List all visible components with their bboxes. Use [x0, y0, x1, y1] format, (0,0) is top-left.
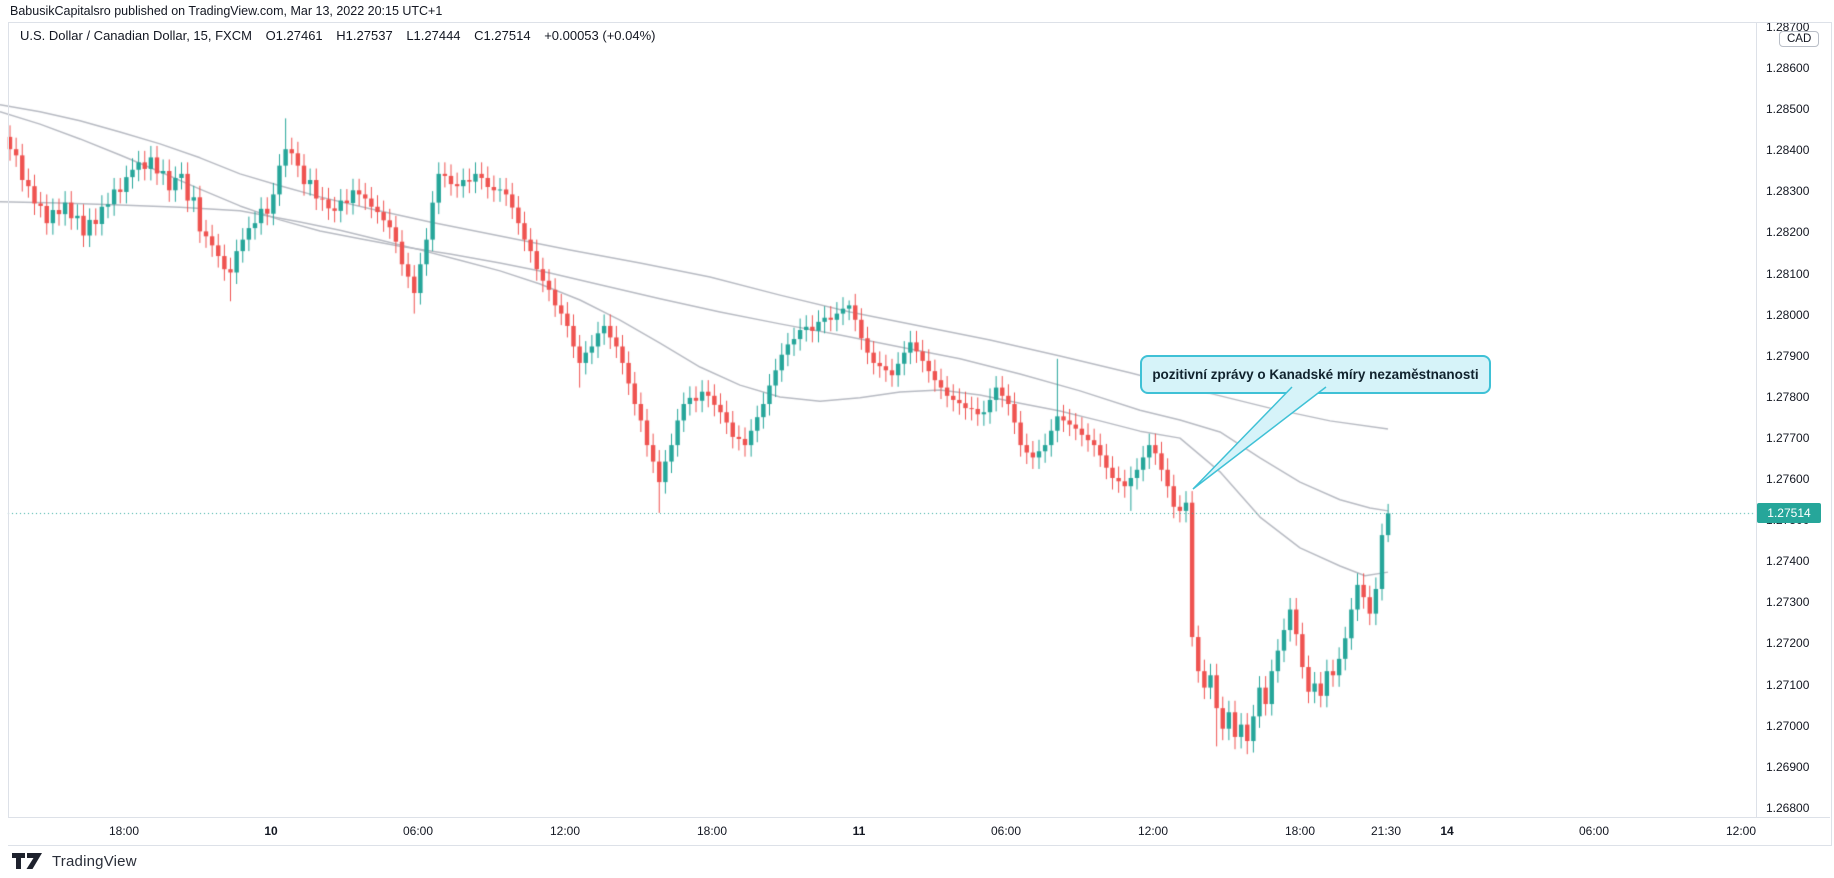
time-axis-label: 06:00 — [402, 824, 434, 838]
last-price-label: 1.27514 — [1757, 503, 1821, 524]
attribution-text: BabusikCapitalsro published on TradingVi… — [10, 4, 443, 18]
time-axis-label: 21:30 — [1370, 824, 1402, 838]
price-axis-label: 1.27300 — [1766, 595, 1810, 610]
ohlc-close: C1.27514 — [474, 28, 531, 43]
ohlc-high: H1.27537 — [336, 28, 393, 43]
symbol-legend: U.S. Dollar / Canadian Dollar, 15, FXCM … — [20, 28, 666, 43]
price-axis-label: 1.27000 — [1766, 718, 1810, 733]
time-axis-label: 18:00 — [1284, 824, 1316, 838]
price-axis-label: 1.28000 — [1766, 307, 1810, 322]
price-axis-label: 1.26900 — [1766, 759, 1810, 774]
time-axis-label: 14 — [1440, 824, 1454, 838]
tradingview-logo-icon — [12, 853, 42, 869]
callout-annotation[interactable]: pozitivní zprávy o Kanadské míry nezaměs… — [1140, 355, 1491, 394]
time-axis-label: 11 — [852, 824, 866, 838]
price-axis-label: 1.28200 — [1766, 225, 1810, 240]
tradingview-logo-text: TradingView — [52, 852, 137, 870]
price-axis-label: 1.27100 — [1766, 677, 1810, 692]
price-axis-label: 1.28100 — [1766, 266, 1810, 281]
time-axis-label: 18:00 — [696, 824, 728, 838]
price-axis-label: 1.28500 — [1766, 102, 1810, 117]
price-axis-label: 1.26800 — [1766, 800, 1810, 815]
time-axis-label: 12:00 — [1725, 824, 1757, 838]
callout-tail — [1192, 386, 1327, 490]
price-axis-label: 1.27400 — [1766, 554, 1810, 569]
currency-badge: CAD — [1779, 31, 1820, 47]
price-axis-label: 1.28400 — [1766, 143, 1810, 158]
callout-text: pozitivní zprávy o Kanadské míry nezaměs… — [1152, 367, 1479, 382]
time-axis[interactable]: 18:00 10 06:00 12:00 18:00 11 06:00 12:00 18:00 2… — [8, 817, 1830, 845]
time-axis-label: 12:00 — [549, 824, 581, 838]
price-axis-label: 1.28300 — [1766, 184, 1810, 199]
chart-panel-border — [8, 22, 1832, 846]
price-axis-label: 1.27700 — [1766, 430, 1810, 445]
ohlc-low: L1.27444 — [406, 28, 461, 43]
time-axis-label: 06:00 — [990, 824, 1022, 838]
price-axis-label: 1.27600 — [1766, 472, 1810, 486]
ohlc-open: O1.27461 — [265, 28, 323, 43]
time-axis-label: 18:00 — [108, 824, 140, 838]
footer-brand[interactable]: TradingView — [12, 850, 137, 872]
price-change: +0.00053 (+0.04%) — [544, 28, 656, 43]
symbol-title: U.S. Dollar / Canadian Dollar, 15, FXCM — [20, 28, 252, 43]
price-axis-label: 1.27200 — [1766, 636, 1810, 651]
price-axis[interactable]: CAD 1.28700 1.28600 1.28500 1.28400 1.28300 1… — [1756, 23, 1831, 817]
time-axis-label: 10 — [264, 824, 278, 838]
price-axis-label: 1.27900 — [1766, 348, 1810, 363]
price-axis-label: 1.28700 — [1766, 23, 1810, 34]
price-axis-label: 1.27800 — [1766, 389, 1810, 404]
time-axis-label: 06:00 — [1578, 824, 1610, 838]
time-axis-label: 12:00 — [1137, 824, 1169, 838]
price-axis-label: 1.28600 — [1766, 61, 1810, 75]
